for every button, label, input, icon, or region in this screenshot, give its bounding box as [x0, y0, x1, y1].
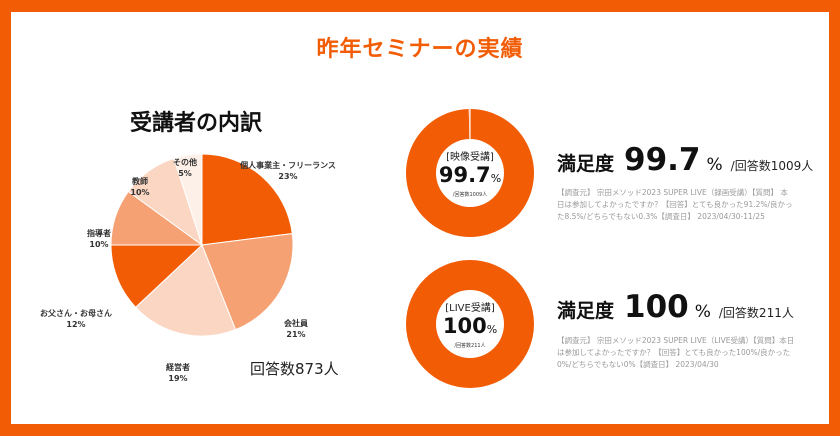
live-satisfaction-donut: [LIVE受講] 100% /回答数211人: [405, 259, 535, 389]
stat-unit: %: [706, 155, 723, 175]
video-donut-chart: [406, 109, 534, 237]
pie-slice-label: お父さん・お母さん 12%: [40, 308, 112, 330]
pie-chart-title: 受講者の内訳: [130, 111, 263, 136]
live-donut-count: /回答数211人: [454, 343, 486, 349]
pie-slice-category: 経営者: [166, 363, 190, 372]
live-donut-label: [LIVE受講]: [445, 303, 495, 314]
stat-value: 100: [624, 289, 689, 325]
video-donut-center: [映像受講] 99.7% /回答数1009人: [405, 108, 535, 238]
pie-slice-category: その他: [173, 158, 197, 167]
pie-slice-percent: 10%: [130, 188, 150, 197]
pie-slice-percent: 21%: [286, 330, 306, 339]
pie-slice-percent: 23%: [278, 172, 298, 181]
page-title: 昨年セミナーの実績: [316, 37, 524, 62]
pie-slice-label: 会社員 21%: [284, 318, 308, 340]
pie-slice-label: 経営者 19%: [166, 362, 190, 384]
stat-count: /回答数1009人: [730, 159, 814, 173]
stat-key: 満足度: [557, 300, 615, 322]
video-survey-note: 【調査元】 宗田メソッド2023 SUPER LIVE（録画受講）【質問】 本日…: [557, 188, 793, 221]
stat-unit: %: [694, 302, 711, 322]
pie-slice-percent: 10%: [89, 240, 109, 249]
stat-key: 満足度: [557, 153, 615, 175]
pie-slice: [173, 153, 203, 246]
pie-slice-label: 教師 10%: [130, 176, 149, 198]
pie-total-label: 回答数873人: [250, 360, 339, 378]
video-donut-count: /回答数1009人: [452, 192, 488, 198]
video-satisfaction-donut: [映像受講] 99.7% /回答数1009人: [405, 108, 535, 238]
video-donut-value: 99.7%: [438, 163, 502, 187]
stat-count: /回答数211人: [718, 306, 794, 320]
live-donut-center: [LIVE受講] 100% /回答数211人: [405, 259, 535, 389]
pie-slice-category: 個人事業主・フリーランス: [240, 161, 336, 170]
live-donut-chart: [406, 260, 534, 388]
breakdown-pie-chart: [110, 153, 294, 337]
pie-slice: [201, 153, 293, 246]
donut-hole: [436, 139, 504, 207]
pie-slice-percent: 12%: [66, 320, 86, 329]
video-donut-label: [映像受講]: [446, 152, 494, 163]
pie-slice-category: お父さん・お母さん: [40, 309, 112, 318]
pie-slice-category: 指導者: [87, 229, 111, 238]
pie-slice: [201, 233, 294, 331]
pie-slice: [134, 244, 237, 337]
pie-slice-percent: 5%: [178, 169, 192, 178]
pie-slice-label: 個人事業主・フリーランス 23%: [240, 160, 336, 182]
pie-slice-label: その他 5%: [173, 157, 197, 179]
pie-slice-category: 会社員: [284, 319, 308, 328]
pie-slice-label: 指導者 10%: [87, 228, 111, 250]
pie-slice-category: 教師: [132, 177, 148, 186]
live-survey-note: 【調査元】 宗田メソッド2023 SUPER LIVE（LIVE受講）【質問】本…: [557, 336, 795, 369]
stat-value: 99.7: [624, 142, 701, 178]
live-satisfaction-stat: 満足度 100 % /回答数211人: [557, 289, 794, 325]
donut-hole: [436, 290, 504, 358]
pie-slice: [110, 244, 204, 309]
live-donut-value: 100%: [442, 314, 498, 338]
video-satisfaction-stat: 満足度 99.7 % /回答数1009人: [557, 142, 813, 178]
pie-slice-percent: 19%: [168, 374, 188, 383]
